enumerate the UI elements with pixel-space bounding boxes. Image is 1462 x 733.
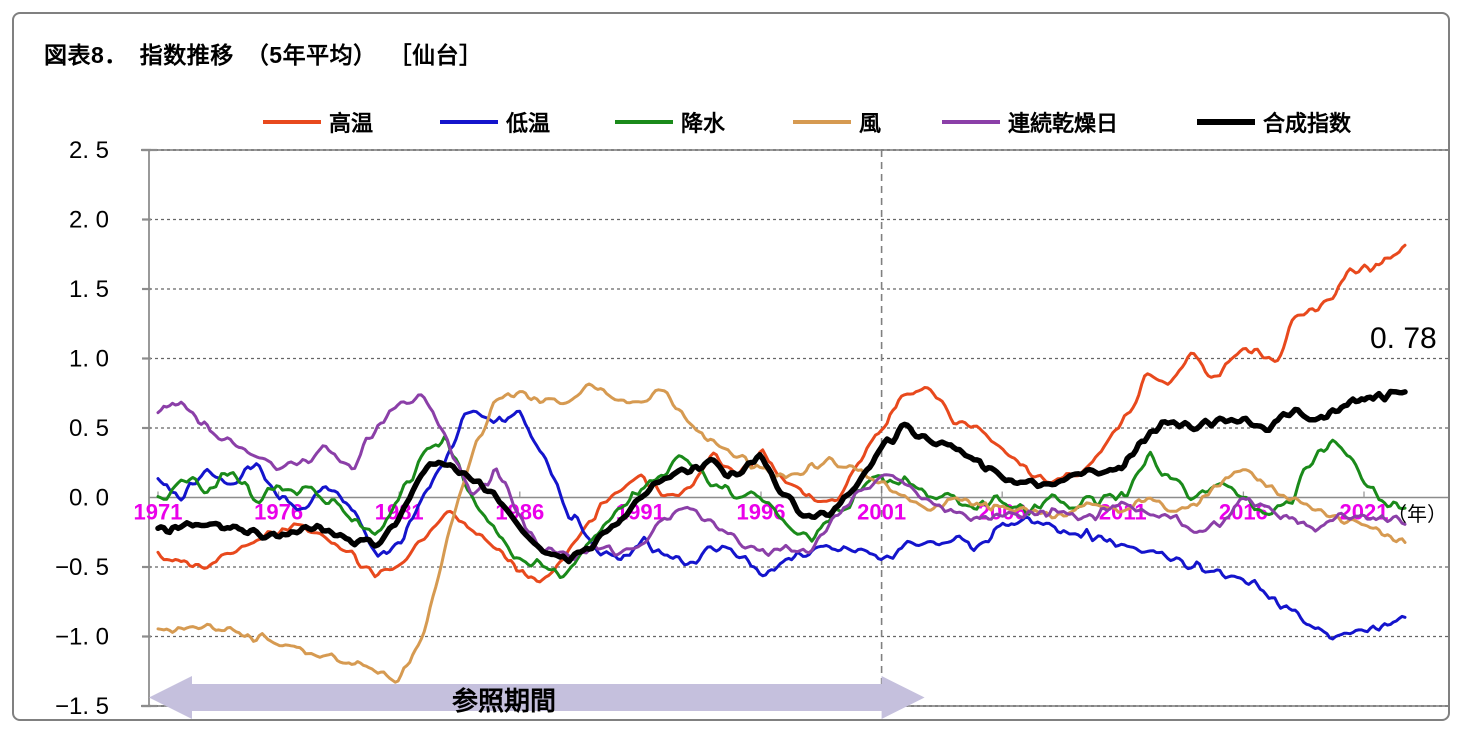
svg-text:参照期間: 参照期間 xyxy=(452,686,556,716)
